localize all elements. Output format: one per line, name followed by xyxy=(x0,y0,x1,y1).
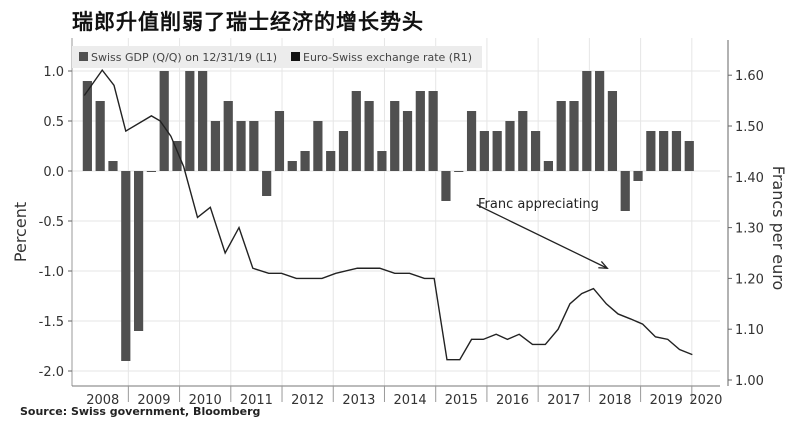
gdp-bar xyxy=(582,71,592,171)
gdp-bar xyxy=(595,71,605,171)
left-tick-label: -1.0 xyxy=(39,265,64,280)
x-tick-label: 2011 xyxy=(240,393,273,408)
x-tick-label: 2019 xyxy=(650,393,683,408)
left-tick-label: 0.5 xyxy=(43,115,64,130)
source-note: Source: Swiss government, Bloomberg xyxy=(20,405,261,418)
legend-label-fx: Euro-Swiss exchange rate (R1) xyxy=(303,51,472,64)
gdp-bar xyxy=(159,71,169,171)
right-tick-label: 1.20 xyxy=(735,272,764,287)
right-tick-label: 1.30 xyxy=(735,222,764,237)
gdp-bar xyxy=(236,121,246,171)
legend-background xyxy=(72,46,482,68)
legend-swatch-gdp xyxy=(79,52,88,61)
gdp-bar xyxy=(121,171,131,361)
gdp-bar xyxy=(518,111,528,171)
right-tick-label: 1.40 xyxy=(735,171,764,186)
x-tick-label: 2016 xyxy=(496,393,529,408)
x-tick-label: 2013 xyxy=(342,393,375,408)
fx-line-group xyxy=(83,68,693,361)
arrow-head-icon xyxy=(598,261,609,269)
gdp-bar xyxy=(607,91,618,171)
left-axis-label: Percent xyxy=(11,202,30,262)
x-tick-label: 2008 xyxy=(86,393,119,408)
right-tick-label: 1.50 xyxy=(735,120,764,135)
gdp-bar xyxy=(108,161,118,171)
legend-swatch-fx xyxy=(291,52,300,61)
gdp-bar xyxy=(402,111,413,171)
gdp-bar xyxy=(671,131,682,171)
x-tick-label: 2020 xyxy=(689,393,722,408)
right-axis-label: Francs per euro xyxy=(769,166,788,290)
gdp-bar xyxy=(95,101,105,171)
gdp-bar xyxy=(185,71,195,171)
gdp-bar xyxy=(466,111,477,171)
fx-line xyxy=(83,68,693,361)
legend-label-gdp: Swiss GDP (Q/Q) on 12/31/19 (L1) xyxy=(91,51,277,64)
gdp-bar xyxy=(646,131,656,171)
gdp-bar xyxy=(262,171,272,196)
gdp-bar xyxy=(620,171,630,211)
gdp-bar xyxy=(543,161,553,171)
annotation-text: Franc appreciating xyxy=(478,197,599,212)
axes: 1.0 0.5 0.0 -0.5 -1.0 -1.5 -2.0 1.60 1.50 1.40 1.3… xyxy=(39,38,764,408)
left-tick-label: -2.0 xyxy=(39,365,64,380)
left-tick-label: -1.5 xyxy=(39,315,64,330)
gdp-bar xyxy=(146,171,156,172)
gdp-bar xyxy=(133,171,144,331)
gridlines xyxy=(72,38,720,386)
gdp-bar xyxy=(441,171,451,201)
gdp-bar xyxy=(287,161,297,171)
gdp-bar xyxy=(364,101,374,171)
gdp-bar xyxy=(300,151,310,171)
gdp-bar xyxy=(172,141,182,171)
gdp-bar xyxy=(274,111,285,171)
x-tick-label: 2012 xyxy=(291,393,324,408)
legend: Swiss GDP (Q/Q) on 12/31/19 (L1) Euro-Sw… xyxy=(72,46,482,68)
gdp-bar xyxy=(556,101,566,171)
gdp-bar xyxy=(530,131,541,171)
left-tick-label: 1.0 xyxy=(43,65,64,80)
gdp-bar xyxy=(351,91,361,171)
gdp-bar xyxy=(198,71,208,171)
gdp-bar xyxy=(659,131,669,171)
gdp-bar xyxy=(684,141,694,171)
gdp-bar xyxy=(377,151,387,171)
left-tick-label: -0.5 xyxy=(39,215,64,230)
gdp-bar xyxy=(428,91,438,171)
gdp-bar xyxy=(454,171,464,172)
gdp-bar xyxy=(633,171,643,181)
x-tick-label: 2017 xyxy=(547,393,580,408)
x-tick-label: 2009 xyxy=(137,393,170,408)
gdp-bar xyxy=(82,81,92,171)
right-tick-label: 1.00 xyxy=(735,374,764,389)
gdp-bar xyxy=(210,121,221,171)
x-tick-label: 2010 xyxy=(189,393,222,408)
right-tick-label: 1.60 xyxy=(735,69,764,84)
gdp-bars xyxy=(82,71,694,361)
gdp-bar xyxy=(223,101,233,171)
x-tick-label: 2014 xyxy=(394,393,427,408)
x-tick-label: 2018 xyxy=(598,393,631,408)
gdp-bar xyxy=(492,131,502,171)
gdp-bar xyxy=(326,151,336,171)
gdp-bar xyxy=(313,121,323,171)
gdp-bar xyxy=(479,131,489,171)
x-tick-label: 2015 xyxy=(445,393,478,408)
annotation-arrow xyxy=(476,204,609,269)
arrow-shaft xyxy=(476,204,608,269)
gdp-bar xyxy=(390,101,400,171)
left-tick-label: 0.0 xyxy=(43,165,64,180)
gdp-bar xyxy=(505,121,515,171)
gdp-bar xyxy=(338,131,349,171)
right-tick-label: 1.10 xyxy=(735,323,764,338)
chart-title: 瑞郎升值削弱了瑞士经济的增长势头 xyxy=(72,9,424,34)
gdp-bar xyxy=(569,101,579,171)
gdp-bar xyxy=(415,91,425,171)
gdp-bar xyxy=(249,121,259,171)
